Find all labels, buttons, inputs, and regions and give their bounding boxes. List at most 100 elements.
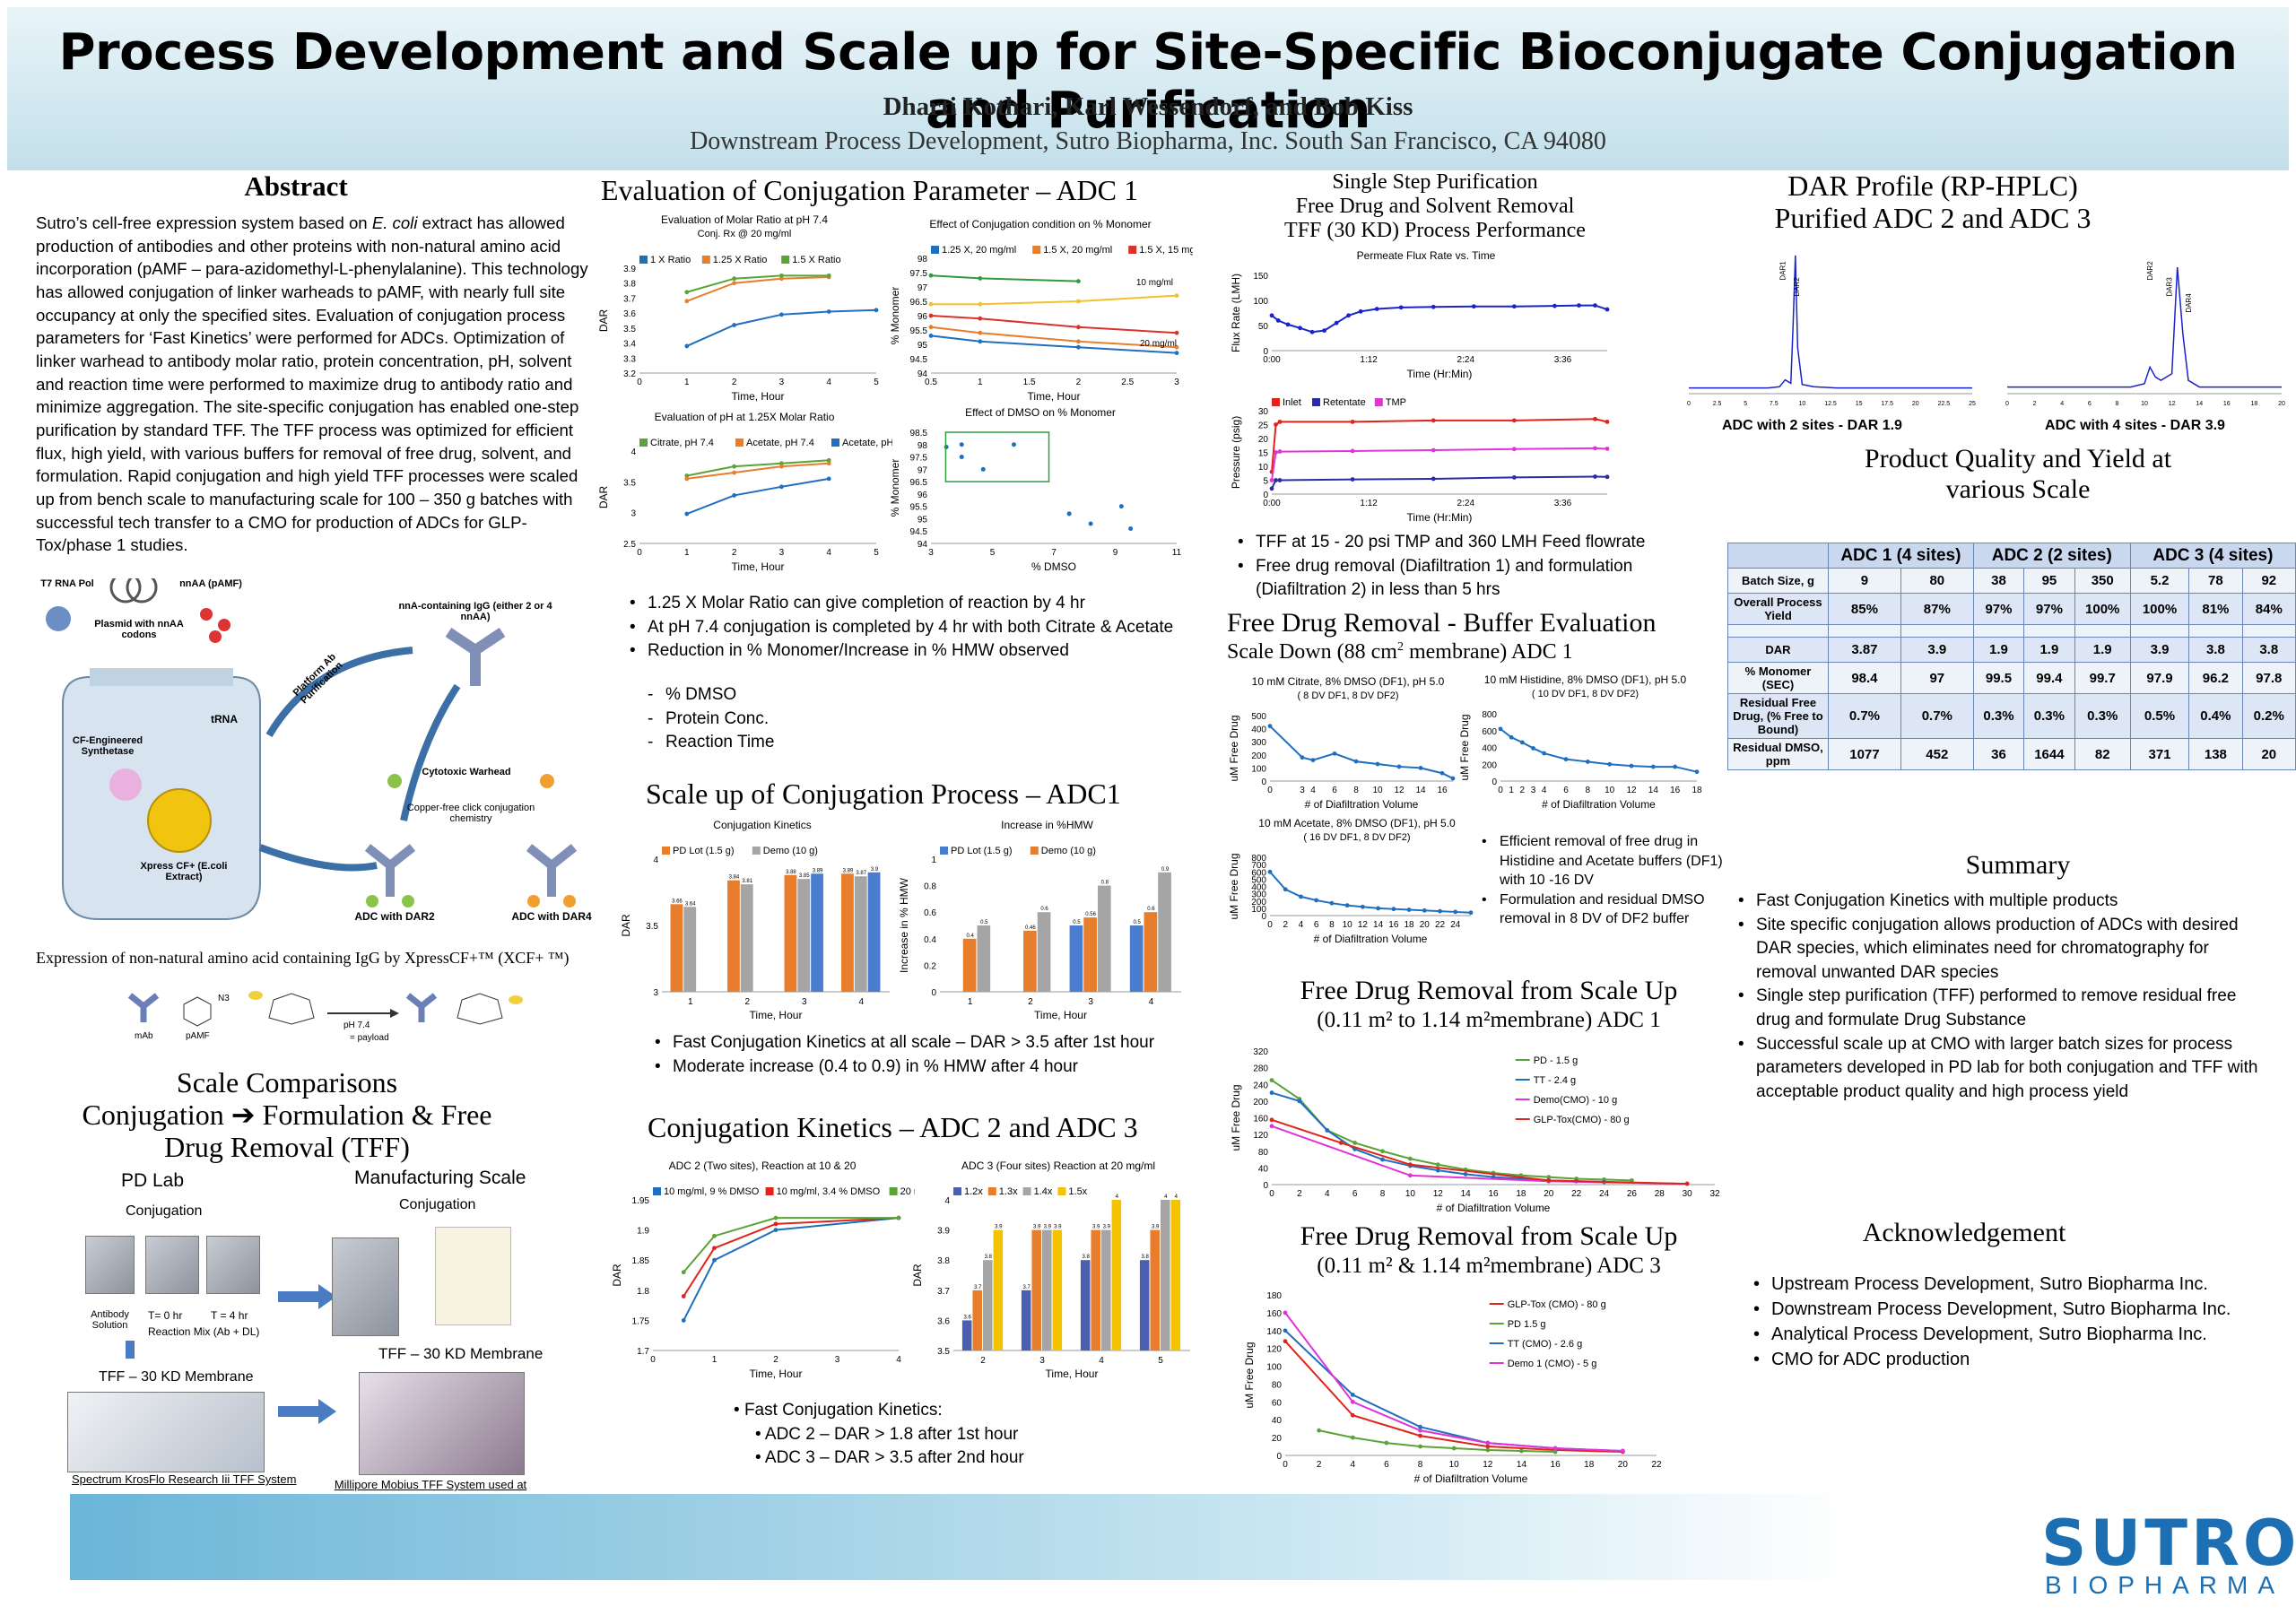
series-point [1267,724,1273,729]
legend-label: PD Lot (1.5 g) [673,846,734,856]
ack-bullet: Downstream Process Development, Sutro Bi… [1753,1297,2292,1322]
abstract-text-a: Sutro’s cell-free expression system base… [36,213,372,232]
legend-label: 10 mg/ml, 3.4 % DMSO [777,1186,881,1197]
pq-cell: 38 [1972,568,2025,594]
x-tick-label: 1:12 [1360,355,1378,365]
legend-swatch [1032,246,1041,254]
legend-label: Demo (10 g) [1041,846,1096,856]
y-tick-label: 94.5 [910,355,928,365]
series-point [1593,416,1597,421]
series-point [1076,344,1081,350]
pq-cell: 0.3% [2023,693,2075,739]
series-line [1271,475,1608,490]
pq-row-label: Residual DMSO, ppm [1727,738,1829,770]
kin23-b1: • Fast Conjugation Kinetics: [734,1401,943,1420]
pq-cell: 100% [2129,593,2190,625]
series-point [1269,478,1274,482]
eval-bullet: 1.25 X Molar Ratio can give completion o… [630,592,1186,616]
y-tick-label: 120 [1266,1345,1282,1355]
scatter-point [959,442,964,447]
series-point [1285,322,1291,327]
x-tick-label: 10 [1405,1189,1416,1199]
x-tick-label: 2 [980,1356,986,1366]
bar-value-label: 3.8 [985,1255,993,1260]
series-point [1552,303,1557,308]
series-point [826,273,831,278]
y-tick-label: 200 [1251,898,1266,908]
bar-value-label: 3.7 [1023,1285,1031,1290]
abstract-heading: Abstract [244,170,348,202]
series-point [1435,1168,1440,1173]
photo-label-t0: T= 0 hr [148,1309,183,1322]
series-point [1511,447,1517,452]
y-tick-label: 160 [1253,1115,1268,1125]
pq-cell: 138 [2188,738,2243,770]
x-tick-label: 0 [1498,786,1503,795]
series-point [684,473,690,478]
series-point [712,1257,717,1263]
y-tick-label: 3.6 [937,1316,950,1326]
series-point [732,470,736,475]
series-line [1269,871,1472,914]
chart-title: ADC 3 (Four sites) Reaction at 20 mg/ml [961,1159,1155,1172]
y-tick-label: 3.8 [623,280,636,290]
kin23-heading: Conjugation Kinetics – ADC 2 and ADC 3 [648,1111,1138,1143]
bar-value-label: 0.5 [1134,920,1142,925]
x-tick-label: 1 [688,997,693,1007]
series-point [1267,869,1273,874]
bar-value-label: 3.7 [974,1285,982,1290]
series-line [683,1217,900,1298]
y-tick-label: 120 [1253,1131,1268,1141]
eval-bullet: Reduction in % Monomer/Increase in % HMW… [630,639,1186,664]
series-point [928,334,934,338]
chart-title: Conjugation Kinetics [713,819,811,831]
y-axis-label: DAR [911,1264,924,1287]
y-tick-label: 3.5 [623,325,636,334]
eval-sub-bullet: Reaction Time [630,731,988,755]
bar [854,876,867,992]
series-point [1317,1428,1322,1433]
arrow-icon: ➔ [230,1098,256,1131]
x-tick-label: 0 [2005,401,2009,407]
x-tick-label: 20 [1420,920,1431,930]
scatter-point [959,455,964,460]
arrowhead-right-icon-2 [318,1399,336,1424]
bar-value-label: 4 [1164,1194,1168,1200]
series-point [1350,1412,1355,1418]
conj-label-pd: Conjugation [126,1203,203,1219]
series-line [686,276,830,302]
series-point [1451,1446,1457,1451]
legend-swatch [765,1187,774,1195]
x-tick-label: 8 [1586,786,1591,795]
y-tick-label: 400 [1482,744,1497,754]
legend-swatch [1057,1187,1066,1195]
x-tick-label: 8 [2115,401,2118,407]
ack-bullet: Analytical Process Development, Sutro Bi… [1753,1322,2292,1347]
x-tick-label: 12 [1433,1189,1444,1199]
pq-cell: 85% [1828,593,1901,625]
y-tick-label: 0 [1261,777,1266,787]
series-point [1174,293,1179,298]
y-tick-label: 200 [1482,760,1497,770]
series-point [773,1228,778,1232]
bar-value-label: 3.9 [995,1225,1003,1230]
y-tick-label: 10 [1258,463,1269,473]
chart-title: Evaluation of Molar Ratio at pH 7.4 [661,213,828,226]
xcf-label-dar2: ADC with DAR2 [354,910,435,923]
x-tick-label: 7 [1051,548,1057,558]
series-line [2007,266,2282,388]
series-line [1269,725,1454,779]
series-line [930,315,1178,334]
chart-fdr-adc3: 0 20 40 60 80 100 120 140 160 180 uM Free Drug # of… [1242,1284,1673,1486]
bar-value-label: 3.9 [1033,1225,1041,1230]
x-tick-label: 16 [1488,1189,1499,1199]
series-point [928,313,934,318]
series-point [1593,474,1597,479]
photo-antibody-solution [85,1236,135,1294]
scaleup-bullet: Moderate increase (0.4 to 0.9) in % HMW … [655,1055,1193,1080]
sutro-logo: SUTRO [2041,1507,2296,1580]
bar [1097,885,1111,992]
bar [1083,917,1097,992]
eval-sub-bullets: % DMSO Protein Conc. Reaction Time [630,683,988,755]
x-tick-label: 18 [1516,1189,1526,1199]
